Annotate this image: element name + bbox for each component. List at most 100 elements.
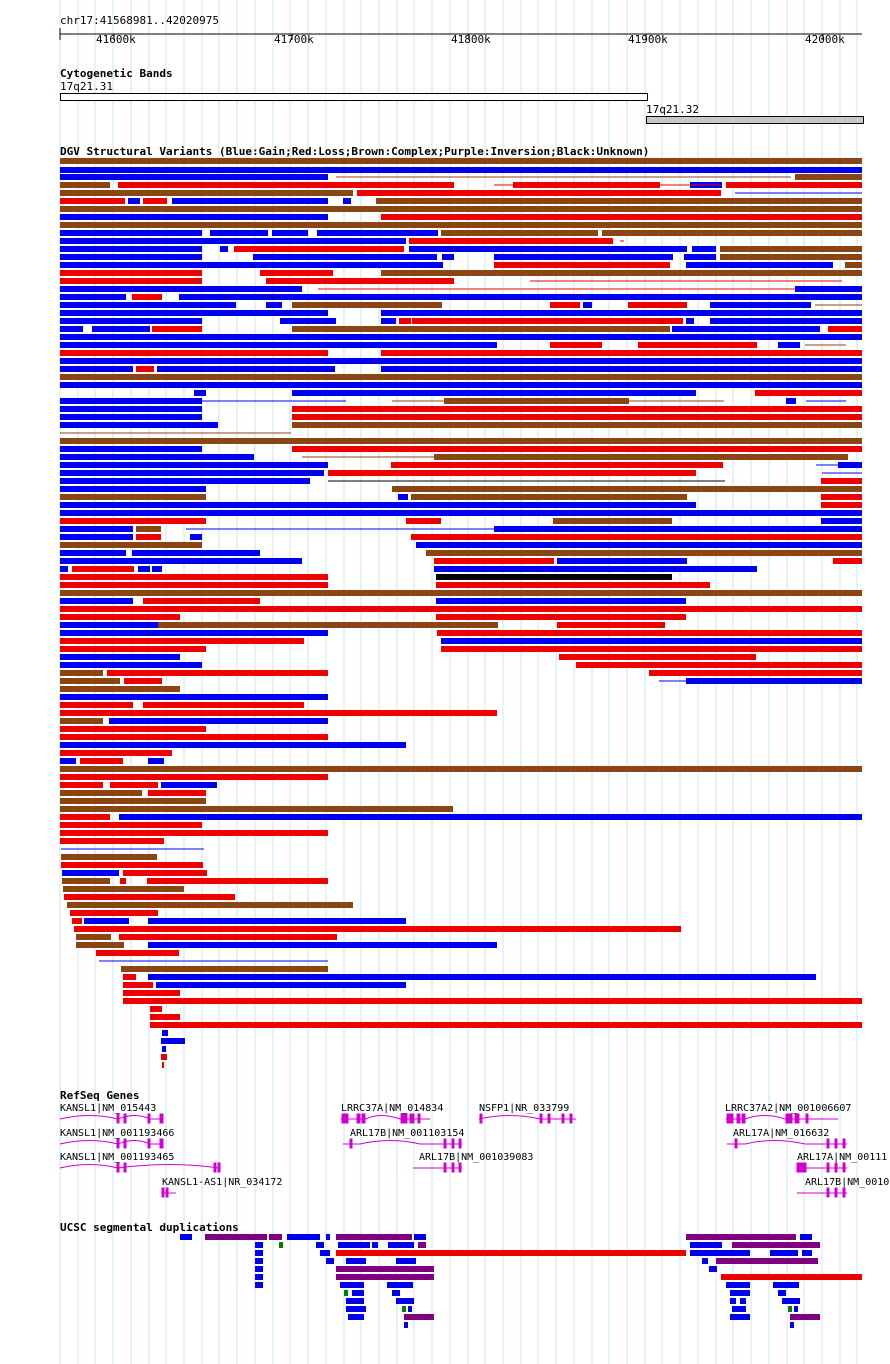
dgv-variant[interactable] [692,246,716,252]
dgv-variant[interactable] [553,518,672,524]
dgv-variant[interactable] [72,566,134,572]
dgv-variant[interactable] [60,734,328,740]
dgv-variant[interactable] [62,870,119,876]
segdup-feature[interactable] [255,1282,263,1288]
dgv-variant[interactable] [60,158,862,164]
dgv-variant[interactable] [436,582,710,588]
dgv-variant[interactable] [292,302,442,308]
cyto-band-17q21-31[interactable] [60,93,648,101]
dgv-variant[interactable] [143,598,260,604]
dgv-variant[interactable] [74,926,681,932]
dgv-variant[interactable] [107,670,328,676]
dgv-variant[interactable] [638,342,757,348]
segdup-feature[interactable] [414,1234,426,1240]
dgv-variant[interactable] [292,326,670,332]
dgv-variant[interactable] [828,326,862,332]
dgv-variant[interactable] [123,990,180,996]
dgv-variant[interactable] [381,214,862,220]
dgv-variant[interactable] [292,446,862,452]
dgv-variant[interactable] [720,246,862,252]
segdup-feature[interactable] [721,1274,862,1280]
dgv-variant[interactable] [60,542,202,548]
dgv-variant[interactable] [123,974,136,980]
dgv-variant[interactable] [118,182,454,188]
segdup-feature[interactable] [716,1258,818,1264]
dgv-variant[interactable] [109,718,328,724]
dgv-variant[interactable] [161,1038,185,1044]
dgv-variant[interactable] [686,318,694,324]
dgv-variant[interactable] [778,342,800,348]
dgv-variant[interactable] [120,878,126,884]
dgv-variant[interactable] [833,558,862,564]
gene-label[interactable]: ARL17B|NM_0010 [805,1177,890,1188]
dgv-variant[interactable] [92,326,150,332]
dgv-variant[interactable] [437,630,862,636]
segdup-feature[interactable] [340,1282,364,1288]
dgv-variant[interactable] [406,518,441,524]
dgv-variant[interactable] [60,782,103,788]
dgv-variant[interactable] [60,254,202,260]
dgv-variant[interactable] [60,710,497,716]
segdup-feature[interactable] [255,1258,263,1264]
dgv-variant[interactable] [60,470,324,476]
dgv-variant[interactable] [60,286,302,292]
gene-label[interactable]: LRRC37A|NM_014834 [341,1103,444,1114]
dgv-variant[interactable] [60,702,133,708]
dgv-variant[interactable] [61,854,157,860]
dgv-variant[interactable] [60,526,133,532]
dgv-variant[interactable] [161,782,217,788]
dgv-variant[interactable] [550,342,602,348]
dgv-variant[interactable] [381,350,862,356]
dgv-variant[interactable] [409,246,687,252]
dgv-variant[interactable] [123,982,153,988]
segdup-feature[interactable] [338,1242,370,1248]
dgv-variant[interactable] [234,246,404,252]
dgv-variant[interactable] [391,462,723,468]
gene-label[interactable]: KANSL1-AS1|NR_034172 [162,1177,283,1188]
segdup-feature[interactable] [770,1250,798,1256]
dgv-variant[interactable] [710,302,811,308]
dgv-variant[interactable] [60,262,443,268]
dgv-variant[interactable] [550,302,580,308]
dgv-variant[interactable] [441,230,598,236]
dgv-variant[interactable] [179,294,862,300]
dgv-variant[interactable] [148,974,816,980]
dgv-variant[interactable] [60,790,142,796]
dgv-variant[interactable] [60,318,202,324]
dgv-variant[interactable] [150,1014,180,1020]
dgv-variant[interactable] [60,358,862,364]
dgv-variant[interactable] [821,494,862,500]
dgv-variant[interactable] [60,190,353,196]
segdup-feature[interactable] [316,1242,324,1248]
dgv-variant[interactable] [60,198,125,204]
dgv-variant[interactable] [60,574,328,580]
segdup-feature[interactable] [372,1242,378,1248]
dgv-variant[interactable] [60,406,202,412]
segdup-feature[interactable] [730,1314,750,1320]
dgv-track-title[interactable]: DGV Structural Variants (Blue:Gain;Red:L… [60,145,650,158]
segdup-feature[interactable] [346,1306,366,1312]
dgv-variant[interactable] [434,566,757,572]
dgv-variant[interactable] [583,302,592,308]
segdup-feature[interactable] [326,1234,330,1240]
dgv-variant[interactable] [60,670,103,676]
dgv-variant[interactable] [357,190,721,196]
segdup-feature[interactable] [702,1258,708,1264]
dgv-variant[interactable] [399,318,411,324]
dgv-variant[interactable] [821,518,862,524]
dgv-variant[interactable] [60,326,83,332]
dgv-variant[interactable] [60,278,202,284]
dgv-variant[interactable] [60,798,206,804]
dgv-variant[interactable] [143,702,304,708]
dgv-variant[interactable] [260,270,333,276]
segdup-feature[interactable] [730,1290,750,1296]
dgv-variant[interactable] [60,814,110,820]
dgv-variant[interactable] [343,198,351,204]
dgv-variant[interactable] [292,414,862,420]
segdup-feature[interactable] [690,1250,750,1256]
dgv-variant[interactable] [96,950,179,956]
dgv-variant[interactable] [60,742,406,748]
segdup-feature[interactable] [255,1250,263,1256]
gene-label[interactable]: KANSL1|NM_001193465 [60,1152,175,1163]
segdup-feature[interactable] [404,1314,434,1320]
